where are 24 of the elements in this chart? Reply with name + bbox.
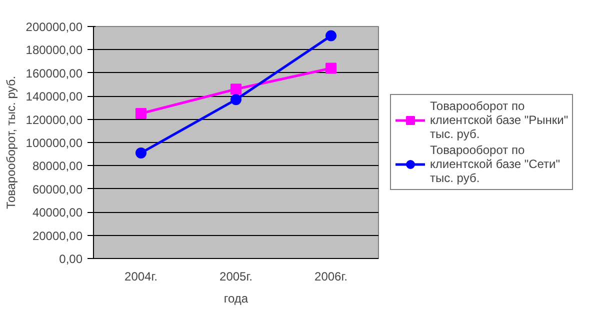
y-axis-title: Товарооборот, тыс. руб. — [4, 76, 18, 210]
y-tick-label: 20000,00 — [32, 228, 83, 243]
y-tick-label: 0,00 — [59, 252, 83, 266]
point — [136, 108, 146, 119]
point — [326, 62, 336, 74]
y-tick-label: 120000,00 — [26, 112, 83, 127]
y-tick-label: 160000,00 — [26, 66, 83, 80]
y-tick-label: 140000,00 — [26, 90, 83, 104]
x-tick-label: 2004г. — [124, 270, 158, 284]
x-tick-label: 2006г. — [314, 270, 348, 284]
y-tick-label: 40000,00 — [32, 206, 83, 220]
point — [230, 84, 242, 95]
y-tick-label: 80000,00 — [32, 159, 83, 174]
x-axis-title: года — [224, 292, 248, 306]
y-tick-label: 200000,00 — [26, 20, 83, 34]
point — [136, 147, 146, 158]
x-tick-label: 2005г. — [220, 270, 252, 284]
point — [230, 94, 242, 106]
point — [326, 30, 336, 42]
y-tick-label: 180000,00 — [26, 43, 83, 58]
y-tick-label: 60000,00 — [32, 182, 83, 196]
legend-label: Товарооборот по клиентской базе "Рынки" тыс. руб. — [430, 99, 568, 141]
y-tick-label: 100000,00 — [26, 136, 83, 150]
legend-label: Товарооборот по клиентской базе "Сети" тыс. руб. — [430, 143, 560, 185]
